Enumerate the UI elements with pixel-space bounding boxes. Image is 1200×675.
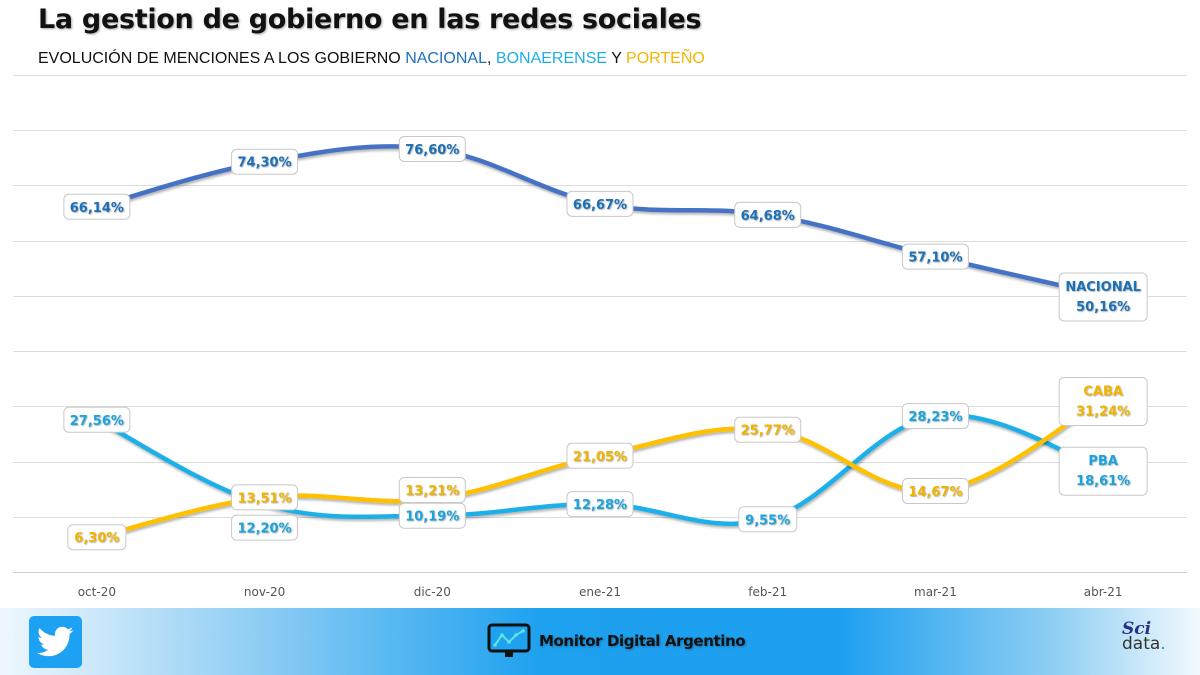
gridlines xyxy=(13,75,1187,573)
data-label-pba: 27,56% xyxy=(63,406,131,433)
data-label-nacional: 57,10% xyxy=(901,243,969,270)
data-label-box xyxy=(1058,272,1148,322)
data-value-label: 64,68% xyxy=(741,209,795,224)
twitter-logo xyxy=(29,616,82,668)
data-label-box xyxy=(63,193,131,220)
data-label-pba: 12,20% xyxy=(231,514,299,541)
scidata-dot: . xyxy=(1160,634,1166,654)
data-label-box xyxy=(398,502,466,529)
x-tick-label: oct-20 xyxy=(78,585,116,599)
x-tick-label: feb-21 xyxy=(748,585,787,599)
data-value-label: 74,30% xyxy=(237,156,291,171)
data-label-caba: 6,30% xyxy=(67,524,127,551)
data-label-box xyxy=(566,190,634,217)
data-label-pba: 9,55% xyxy=(738,506,798,533)
data-label-nacional: 66,67% xyxy=(566,190,634,217)
data-label-box xyxy=(398,477,466,504)
data-value-label: 14,67% xyxy=(908,485,962,500)
data-value-label: 66,14% xyxy=(70,201,124,216)
data-label-box xyxy=(67,524,127,551)
data-value-label: 27,56% xyxy=(70,414,124,429)
data-value-label: 28,23% xyxy=(908,410,962,425)
data-label-box xyxy=(734,416,802,443)
series-name-label: CABA xyxy=(1083,384,1123,399)
data-label-box xyxy=(1058,446,1148,496)
data-label-nacional: 66,14% xyxy=(63,193,131,220)
data-label-caba: CABA 31,24% xyxy=(1058,376,1148,426)
data-value-label: 13,21% xyxy=(405,484,459,499)
data-label-box xyxy=(63,406,131,433)
x-tick-label: nov-20 xyxy=(244,585,285,599)
subtitle-bonaerense: BONAERENSE xyxy=(495,50,608,67)
data-label-box xyxy=(901,403,969,430)
data-label-nacional: 74,30% xyxy=(231,148,299,175)
data-label-box xyxy=(398,135,466,162)
data-label-caba: 25,77% xyxy=(734,416,802,443)
data-label-box xyxy=(566,442,634,469)
data-label-pba: 12,28% xyxy=(566,491,634,518)
monitor-digital-argentino-logo: Monitor Digital Argentino xyxy=(487,623,746,659)
data-value-label: 13,51% xyxy=(237,491,291,506)
data-label-box xyxy=(231,148,299,175)
data-value-label: 25,77% xyxy=(741,424,795,439)
data-value-label: 6,30% xyxy=(74,531,119,546)
data-label-box xyxy=(901,243,969,270)
x-tick-label: abr-21 xyxy=(1084,585,1123,599)
data-label-caba: 13,21% xyxy=(398,477,466,504)
data-label-box xyxy=(566,491,634,518)
data-value-label: 12,20% xyxy=(237,522,291,537)
data-label-box xyxy=(734,201,802,228)
data-value-label: 31,24% xyxy=(1076,404,1130,419)
data-label-pba: PBA 18,61% xyxy=(1058,446,1148,496)
footer-banner xyxy=(0,608,1200,675)
scidata-word: data xyxy=(1122,634,1161,654)
x-tick-label: mar-21 xyxy=(914,585,957,599)
data-value-label: 10,19% xyxy=(405,510,459,525)
data-label-box xyxy=(901,477,969,504)
data-value-label: 57,10% xyxy=(908,251,962,266)
series-name-label: NACIONAL xyxy=(1065,280,1141,295)
chart-title: La gestion de gobierno en las redes soci… xyxy=(38,4,702,35)
data-value-label: 66,67% xyxy=(573,198,627,213)
data-label-box xyxy=(1058,376,1148,426)
brand-label: Monitor Digital Argentino xyxy=(539,632,746,650)
subtitle-y: Y xyxy=(607,50,627,67)
data-label-nacional: 76,60% xyxy=(398,135,466,162)
data-value-label: 9,55% xyxy=(745,513,790,528)
data-value-label: 76,60% xyxy=(405,143,459,158)
data-label-caba: 14,67% xyxy=(901,477,969,504)
subtitle-comma: , xyxy=(487,50,496,67)
data-label-nacional: NACIONAL 50,16% xyxy=(1058,272,1148,322)
data-label-nacional: 64,68% xyxy=(734,201,802,228)
scidata-logo: Sci data. xyxy=(1122,619,1166,654)
x-tick-label: ene-21 xyxy=(579,585,621,599)
data-label-pba: 10,19% xyxy=(398,502,466,529)
data-label-pba: 28,23% xyxy=(901,403,969,430)
series-name-label: PBA xyxy=(1088,454,1118,469)
scidata-top: Sci xyxy=(1122,619,1152,639)
line-chart: oct-20 nov-20 dic-20 ene-21 feb-21 mar-21 abr-… xyxy=(13,75,1187,599)
data-labels: 66,14% 74,30% 76,60% 66,67% 64,68% 57,10% NACI… xyxy=(63,135,1148,551)
subtitle-prefix: EVOLUCIÓN DE MENCIONES A LOS GOBIERNO xyxy=(38,50,406,67)
scidata-bottom: data. xyxy=(1122,634,1166,654)
data-value-label: 50,16% xyxy=(1076,300,1130,315)
x-tick-label: dic-20 xyxy=(414,585,451,599)
data-value-label: 12,28% xyxy=(573,498,627,513)
x-axis-labels: oct-20 nov-20 dic-20 ene-21 feb-21 mar-21 abr-… xyxy=(78,585,1123,599)
data-label-caba: 13,51% xyxy=(231,484,299,511)
data-label-box xyxy=(738,506,798,533)
data-label-box xyxy=(231,514,299,541)
data-label-caba: 21,05% xyxy=(566,442,634,469)
monitor-chart-icon xyxy=(487,623,531,657)
subtitle-porteno: PORTEÑO xyxy=(626,50,705,67)
chart-subtitle: EVOLUCIÓN DE MENCIONES A LOS GOBIERNO NA… xyxy=(38,50,705,68)
twitter-bird-icon xyxy=(37,626,74,657)
data-value-label: 18,61% xyxy=(1076,474,1130,489)
subtitle-nacional: NACIONAL xyxy=(405,50,487,67)
data-value-label: 21,05% xyxy=(573,450,627,465)
data-label-box xyxy=(231,484,299,511)
